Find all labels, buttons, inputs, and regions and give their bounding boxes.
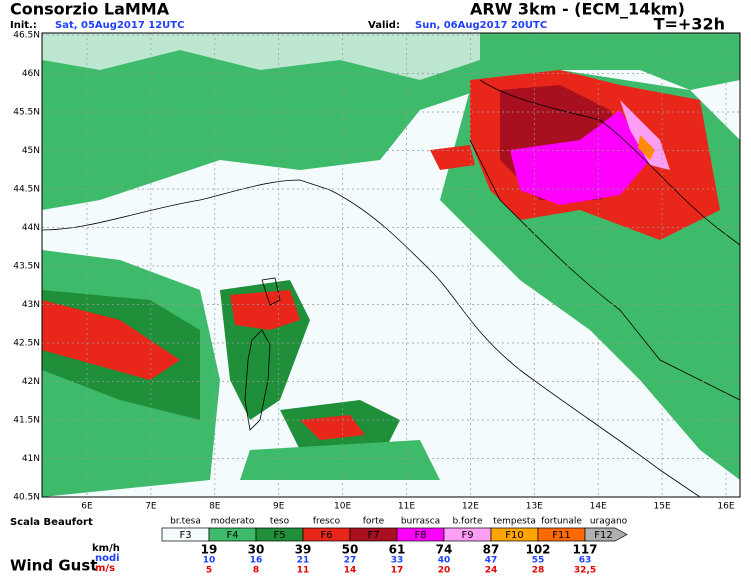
- threshold-ms: 20: [438, 566, 451, 576]
- lon-label: 10E: [334, 502, 351, 512]
- valid-date: Sun, 06Aug2017 20UTC: [415, 20, 547, 31]
- unit-ms: m/s: [95, 563, 115, 574]
- force-label: F3: [179, 530, 191, 541]
- lat-label: 44.5N: [13, 185, 40, 195]
- variable: Wind Gust: [10, 557, 97, 575]
- lat-label: 42N: [22, 377, 40, 387]
- category-label: fortunale: [541, 517, 582, 527]
- lon-labels: 6E 7E 8E 9E 10E 11E 12E 13E 14E 15E 16E: [81, 502, 735, 512]
- legend-title: Scala Beaufort: [10, 517, 93, 528]
- category-label: br.tesa: [170, 517, 201, 527]
- threshold-ms: 17: [391, 566, 404, 576]
- threshold-knots: 33: [391, 556, 404, 566]
- threshold-kmh: 30: [248, 543, 265, 557]
- category-label: teso: [270, 517, 290, 527]
- threshold-kmh: 87: [483, 543, 500, 557]
- threshold-knots: 16: [250, 556, 263, 566]
- lon-label: 12E: [462, 502, 479, 512]
- category-label: forte: [363, 517, 385, 527]
- category-label: fresco: [313, 517, 341, 527]
- force-label: F7: [367, 530, 379, 541]
- lon-label: 6E: [81, 502, 93, 512]
- lat-label: 43N: [22, 300, 40, 310]
- lon-label: 15E: [654, 502, 671, 512]
- lat-label: 41.5N: [13, 416, 40, 426]
- threshold-ms: 11: [297, 566, 310, 576]
- lon-label: 14E: [590, 502, 607, 512]
- threshold-knots: 27: [344, 556, 357, 566]
- lon-label: 13E: [526, 502, 543, 512]
- lat-label: 45N: [22, 146, 40, 156]
- threshold-ms: 8: [253, 566, 259, 576]
- force-label: F4: [226, 530, 238, 541]
- category-label: moderato: [211, 517, 255, 527]
- title: Consorzio LaMMA: [10, 0, 170, 19]
- threshold-ms: 24: [485, 566, 498, 576]
- force-label: F6: [320, 530, 332, 541]
- force-label: F11: [552, 530, 570, 541]
- lon-label: 8E: [209, 502, 221, 512]
- lat-labels: 46.5N 46N 45.5N 45N 44.5N 44N 43.5N 43N 42.5N 42N…: [13, 31, 40, 503]
- threshold-kmh: 117: [572, 543, 597, 557]
- lon-label: 9E: [273, 502, 285, 512]
- init-date: Sat, 05Aug2017 12UTC: [55, 20, 184, 31]
- legend: Scala Beaufort Wind Gust km/h nodi m/s F…: [10, 517, 628, 576]
- lat-label: 40.5N: [13, 493, 40, 503]
- lat-label: 41N: [22, 454, 40, 464]
- category-label: tempesta: [493, 517, 536, 527]
- lon-label: 11E: [398, 502, 415, 512]
- category-label: burrasca: [401, 517, 440, 527]
- lon-label: 7E: [145, 502, 157, 512]
- lon-label: 16E: [717, 502, 734, 512]
- threshold-ms: 28: [532, 566, 545, 576]
- force-label: F5: [273, 530, 285, 541]
- threshold-kmh: 19: [201, 543, 218, 557]
- lat-label: 44N: [22, 223, 40, 233]
- force-label: F10: [505, 530, 523, 541]
- map: 46.5N 46N 45.5N 45N 44.5N 44N 43.5N 43N 42.5N 42N…: [13, 31, 741, 512]
- threshold-kmh: 74: [436, 543, 453, 557]
- legend-swatch: [584, 527, 628, 542]
- threshold-kmh: 102: [525, 543, 550, 557]
- threshold-knots: 55: [532, 556, 545, 566]
- threshold-ms: 32,5: [574, 566, 596, 576]
- lat-label: 46.5N: [13, 31, 40, 41]
- force-label: F9: [461, 530, 473, 541]
- model: ARW 3km - (ECM_14km): [470, 0, 685, 19]
- threshold-knots: 47: [485, 556, 498, 566]
- threshold-kmh: 61: [389, 543, 406, 557]
- lead-time: T=+32h: [654, 15, 725, 34]
- category-label: uragano: [590, 517, 628, 527]
- lat-label: 46N: [22, 69, 40, 79]
- threshold-kmh: 50: [342, 543, 359, 557]
- force-label: F8: [414, 530, 426, 541]
- threshold-ms: 14: [344, 566, 357, 576]
- lat-label: 45.5N: [13, 108, 40, 118]
- threshold-ms: 5: [206, 566, 212, 576]
- init-label: Init.:: [10, 20, 37, 31]
- threshold-knots: 63: [579, 556, 592, 566]
- unit-knots: nodi: [95, 553, 120, 564]
- threshold-kmh: 39: [295, 543, 312, 557]
- threshold-knots: 40: [438, 556, 451, 566]
- lat-label: 43.5N: [13, 262, 40, 272]
- valid-label: Valid:: [368, 20, 400, 31]
- unit-kmh: km/h: [92, 543, 120, 554]
- threshold-knots: 21: [297, 556, 310, 566]
- lat-label: 42.5N: [13, 339, 40, 349]
- force-label: F12: [594, 530, 612, 541]
- category-label: b.forte: [452, 517, 482, 527]
- threshold-knots: 10: [203, 556, 216, 566]
